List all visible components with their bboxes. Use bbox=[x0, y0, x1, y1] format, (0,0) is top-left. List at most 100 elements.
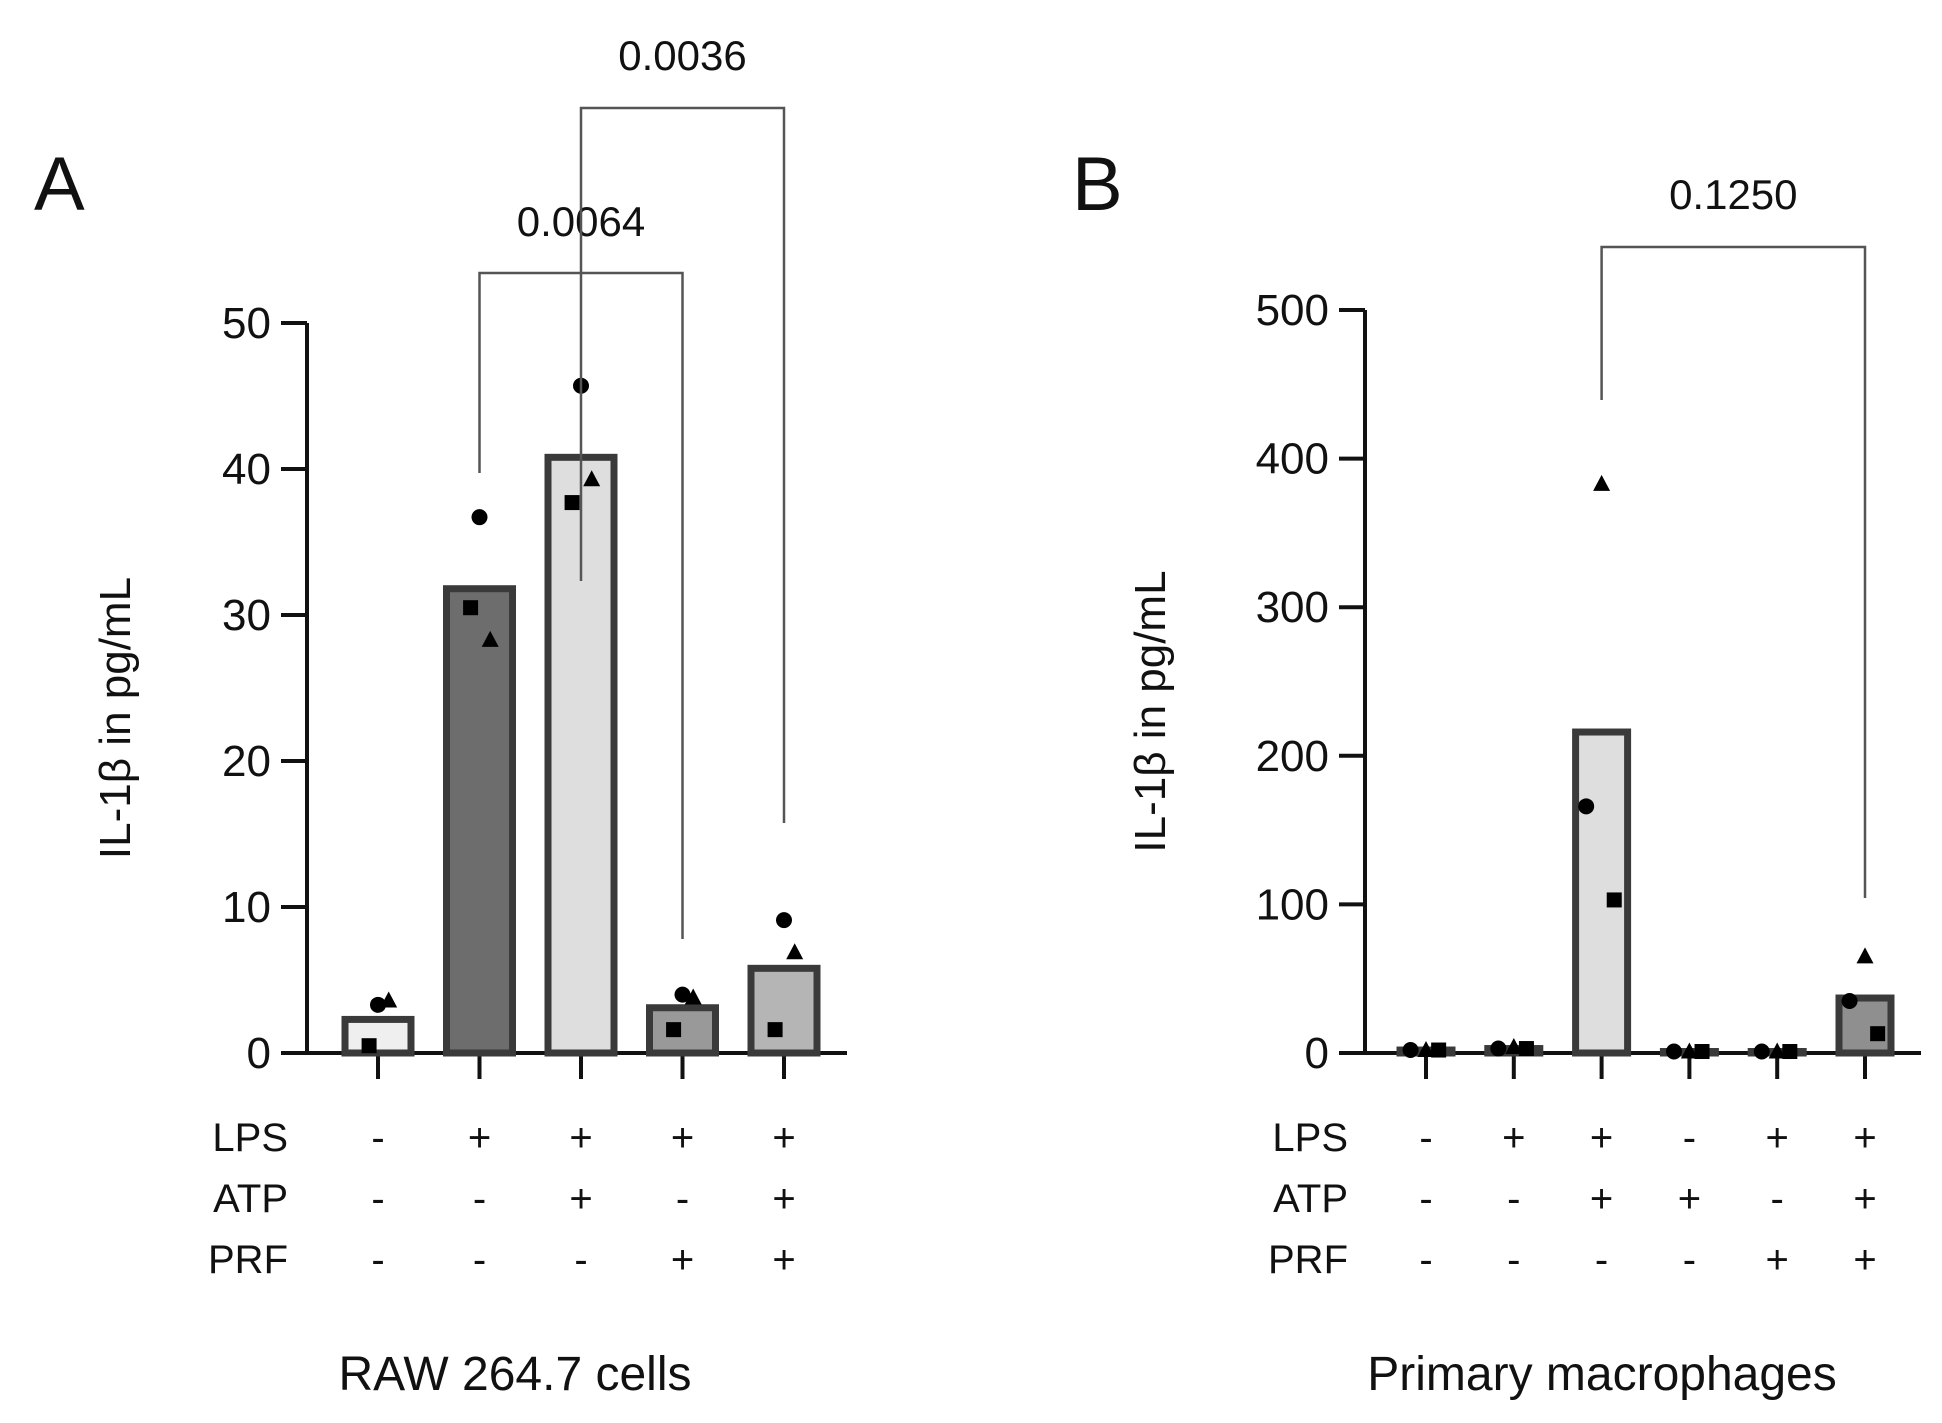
condition-sign: + bbox=[1502, 1116, 1525, 1160]
condition-sign: + bbox=[1766, 1238, 1789, 1282]
data-point-triangle bbox=[684, 988, 702, 1005]
condition-sign: + bbox=[1590, 1177, 1613, 1221]
condition-sign: + bbox=[569, 1116, 592, 1160]
data-point-triangle bbox=[380, 991, 398, 1008]
y-tick-label: 30 bbox=[222, 591, 271, 640]
row-label-lps: LPS bbox=[1272, 1116, 1348, 1160]
data-point-triangle bbox=[1856, 947, 1874, 964]
row-label-atp: ATP bbox=[213, 1177, 288, 1221]
condition-sign: - bbox=[1419, 1116, 1432, 1160]
panel-b: 0 100 200 300 400 500 IL-1β in pg/mL - - - + - - + + - -… bbox=[1126, 171, 1921, 1401]
data-point-triangle bbox=[583, 470, 601, 487]
data-point-triangle bbox=[1417, 1041, 1435, 1058]
row-label-prf: PRF bbox=[208, 1238, 288, 1282]
y-tick-label: 300 bbox=[1256, 583, 1329, 632]
data-point-circle bbox=[1578, 798, 1595, 815]
condition-sign: - bbox=[371, 1238, 384, 1282]
data-point-triangle bbox=[1768, 1042, 1786, 1059]
condition-sign: + bbox=[1590, 1116, 1613, 1160]
condition-sign: - bbox=[473, 1238, 486, 1282]
data-point-circle bbox=[1402, 1042, 1419, 1059]
data-point-square bbox=[1782, 1044, 1798, 1060]
data-point-circle bbox=[1841, 992, 1858, 1009]
data-point-square bbox=[1518, 1041, 1534, 1057]
p-value-label: 0.1250 bbox=[1669, 171, 1797, 218]
data-point-circle bbox=[370, 996, 386, 1013]
bar bbox=[1835, 994, 1895, 1057]
condition-sign: - bbox=[1771, 1177, 1784, 1221]
x-axis-label: RAW 264.7 cells bbox=[338, 1348, 691, 1401]
data-point-triangle bbox=[1680, 1042, 1698, 1059]
condition-sign: - bbox=[1507, 1238, 1520, 1282]
y-tick-label: 400 bbox=[1256, 435, 1329, 484]
data-point-triangle bbox=[786, 943, 804, 960]
condition-sign: - bbox=[371, 1116, 384, 1160]
condition-sign: - bbox=[1419, 1238, 1432, 1282]
significance-bracket bbox=[579, 106, 786, 823]
row-label-atp: ATP bbox=[1273, 1177, 1348, 1221]
data-point-square bbox=[361, 1038, 377, 1054]
y-tick-label: 500 bbox=[1256, 286, 1329, 335]
condition-sign: + bbox=[1678, 1177, 1701, 1221]
condition-sign: - bbox=[371, 1177, 384, 1221]
bar bbox=[747, 964, 821, 1057]
y-tick-label: 100 bbox=[1256, 880, 1329, 929]
p-value-label: 0.0036 bbox=[618, 32, 746, 79]
significance-bracket bbox=[1600, 245, 1867, 898]
data-point-circle bbox=[1490, 1040, 1507, 1057]
data-point-square bbox=[1694, 1044, 1710, 1060]
data-point-circle bbox=[1753, 1043, 1770, 1060]
data-point-circle bbox=[471, 509, 488, 526]
data-point-circle bbox=[776, 912, 792, 929]
data-point-square bbox=[666, 1022, 682, 1038]
data-point-triangle bbox=[481, 630, 499, 647]
condition-sign: - bbox=[1507, 1177, 1520, 1221]
condition-sign: - bbox=[676, 1177, 689, 1221]
condition-sign: - bbox=[1683, 1238, 1696, 1282]
condition-sign: + bbox=[1853, 1238, 1876, 1282]
condition-sign: + bbox=[1853, 1116, 1876, 1160]
condition-sign: - bbox=[1419, 1177, 1432, 1221]
condition-sign: - bbox=[1595, 1238, 1608, 1282]
condition-sign: + bbox=[772, 1238, 795, 1282]
condition-sign: + bbox=[671, 1238, 694, 1282]
condition-sign: - bbox=[574, 1238, 587, 1282]
condition-sign: + bbox=[569, 1177, 592, 1221]
y-axis-label: IL-1β in pg/mL bbox=[1126, 570, 1175, 852]
panel-a-letter: A bbox=[34, 142, 85, 227]
x-axis-label: Primary macrophages bbox=[1367, 1348, 1837, 1401]
data-point-square bbox=[463, 600, 479, 616]
bar bbox=[646, 1004, 719, 1057]
panel-a: 0 10 20 30 40 50 IL-1β in pg/mL - - - + - - + + - + - + + + +… bbox=[91, 32, 847, 1401]
y-tick-label: 50 bbox=[222, 299, 271, 348]
bar bbox=[341, 1015, 415, 1057]
data-point-square bbox=[1431, 1042, 1447, 1058]
data-point-triangle bbox=[1505, 1038, 1523, 1055]
row-label-lps: LPS bbox=[212, 1116, 288, 1160]
data-point-square bbox=[564, 495, 580, 511]
y-tick-label: 200 bbox=[1256, 732, 1329, 781]
bar bbox=[443, 585, 516, 1057]
y-axis-label: IL-1β in pg/mL bbox=[91, 577, 140, 859]
condition-sign: + bbox=[772, 1116, 795, 1160]
row-label-prf: PRF bbox=[1268, 1238, 1348, 1282]
data-point-circle bbox=[674, 986, 691, 1003]
condition-sign: + bbox=[1853, 1177, 1876, 1221]
data-point-triangle bbox=[1593, 474, 1611, 491]
data-point-square bbox=[1870, 1026, 1886, 1042]
condition-sign: + bbox=[1766, 1116, 1789, 1160]
condition-sign: + bbox=[671, 1116, 694, 1160]
data-point-circle bbox=[1665, 1043, 1682, 1060]
y-tick-label: 10 bbox=[222, 883, 271, 932]
condition-sign: + bbox=[468, 1116, 491, 1160]
y-tick-label: 20 bbox=[222, 737, 271, 786]
condition-sign: + bbox=[772, 1177, 795, 1221]
data-point-square bbox=[767, 1022, 783, 1038]
condition-sign: - bbox=[473, 1177, 486, 1221]
data-point-square bbox=[1606, 892, 1622, 908]
condition-sign: - bbox=[1683, 1116, 1696, 1160]
panel-b-letter: B bbox=[1072, 142, 1123, 227]
y-tick-label: 0 bbox=[1305, 1029, 1329, 1078]
y-tick-label: 40 bbox=[222, 445, 271, 494]
